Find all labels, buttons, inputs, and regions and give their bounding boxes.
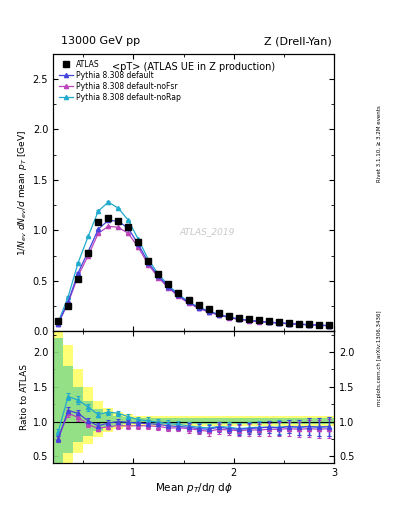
Y-axis label: $1/N_{ev}$ $dN_{ev}/d$ mean $p_T$ [GeV]: $1/N_{ev}$ $dN_{ev}/d$ mean $p_T$ [GeV] [16, 130, 29, 255]
Text: 13000 GeV pp: 13000 GeV pp [61, 36, 140, 46]
Text: Rivet 3.1.10, ≥ 3.2M events: Rivet 3.1.10, ≥ 3.2M events [377, 105, 382, 182]
X-axis label: Mean $p_T$/d$\eta$ d$\phi$: Mean $p_T$/d$\eta$ d$\phi$ [154, 481, 233, 495]
Y-axis label: Ratio to ATLAS: Ratio to ATLAS [20, 365, 29, 430]
Text: Z (Drell-Yan): Z (Drell-Yan) [264, 36, 332, 46]
Text: mcplots.cern.ch [arXiv:1306.3436]: mcplots.cern.ch [arXiv:1306.3436] [377, 311, 382, 406]
Text: ATLAS_2019: ATLAS_2019 [180, 227, 235, 236]
Text: <pT> (ATLAS UE in Z production): <pT> (ATLAS UE in Z production) [112, 62, 275, 72]
Legend: ATLAS, Pythia 8.308 default, Pythia 8.308 default-noFsr, Pythia 8.308 default-no: ATLAS, Pythia 8.308 default, Pythia 8.30… [56, 57, 184, 104]
